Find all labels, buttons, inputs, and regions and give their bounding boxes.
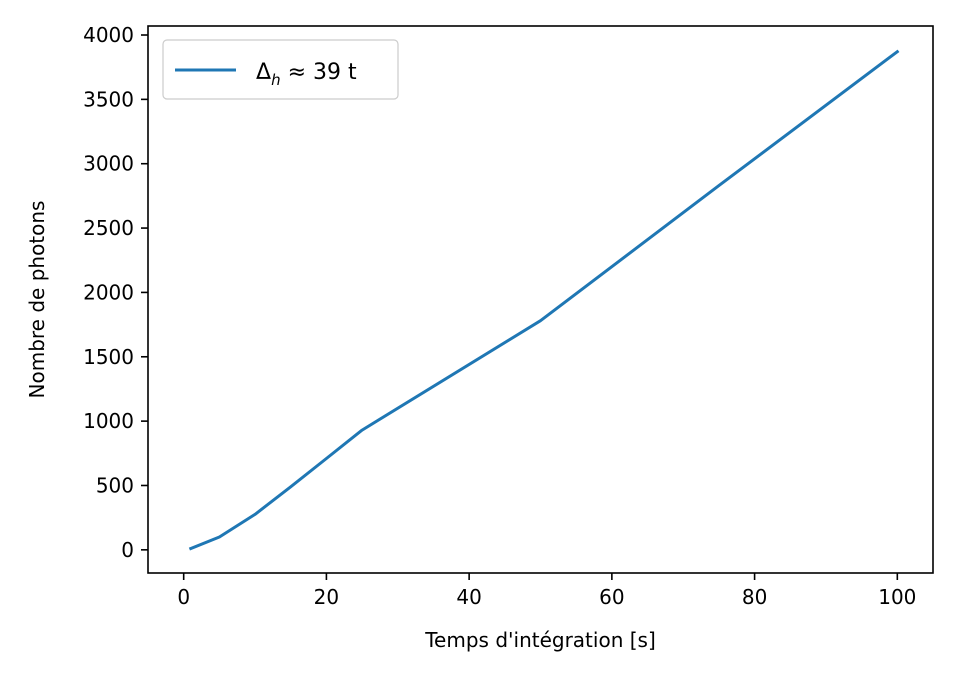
series-lines (188, 49, 900, 551)
y-tick-label: 4000 (83, 23, 134, 47)
y-axis-ticks: 0 500 1000 1500 2000 2500 3000 3500 4000 (83, 23, 148, 562)
x-tick-label: 0 (177, 585, 190, 609)
legend-box (162, 39, 399, 100)
x-tick-label: 20 (314, 585, 339, 609)
x-axis-label: Temps d'intégration [s] (424, 628, 656, 652)
legend-entry: Δh ≈ 39 t (256, 60, 357, 89)
y-axis-label: Nombre de photons (25, 201, 49, 399)
y-tick-label: 0 (121, 538, 134, 562)
x-axis-ticks: 0 20 40 60 80 100 (177, 573, 916, 609)
y-tick-label: 2000 (83, 280, 134, 304)
x-tick-label: 60 (599, 585, 624, 609)
x-tick-label: 40 (456, 585, 481, 609)
x-tick-label: 100 (878, 585, 916, 609)
y-tick-label: 1500 (83, 345, 134, 369)
y-tick-label: 3500 (83, 87, 134, 111)
plot-background (148, 26, 933, 573)
legend: Δh ≈ 39 t (162, 39, 399, 100)
plot-frame (147, 25, 934, 574)
y-tick-label: 3000 (83, 152, 134, 176)
y-tick-label: 500 (96, 473, 134, 497)
y-tick-label: 1000 (83, 409, 134, 433)
y-tick-label: 2500 (83, 216, 134, 240)
x-tick-label: 80 (742, 585, 767, 609)
series-line (188, 49, 900, 551)
